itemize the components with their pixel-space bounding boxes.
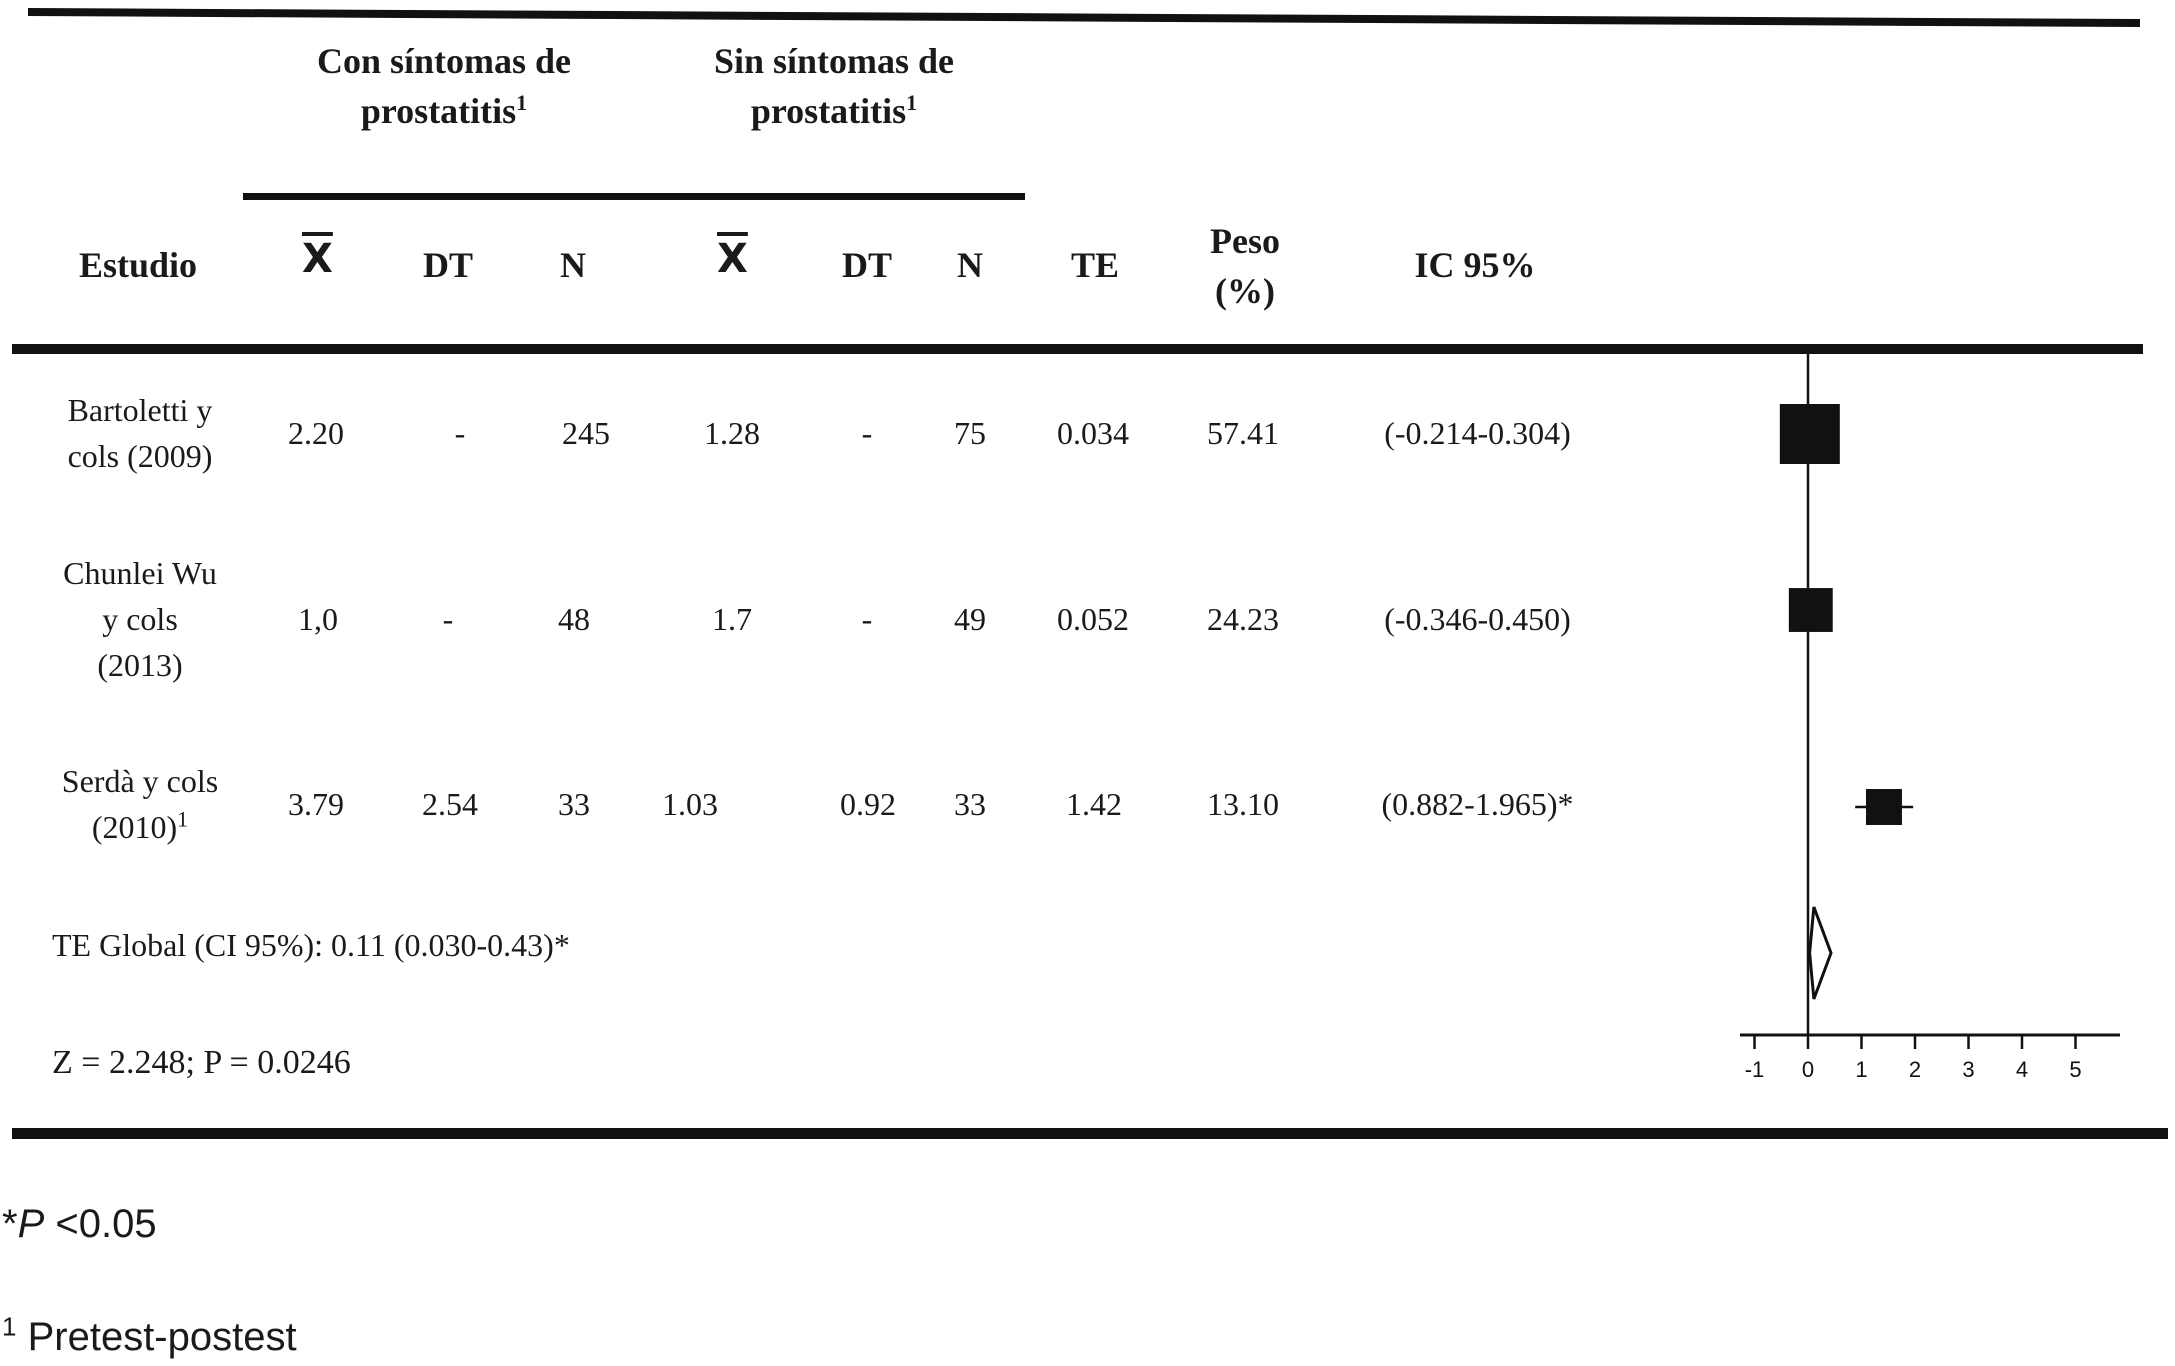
row1-dt2: - [861, 415, 873, 451]
header-bottom-rule [12, 344, 2143, 354]
row2-mean1: 1,0 [298, 601, 338, 637]
row3-study-sup: 1 [177, 806, 189, 832]
group-header-without-symptoms: Sin síntomas de prostatitis1 [630, 36, 1038, 136]
x-tick-label: 3 [1962, 1057, 1974, 1082]
footnote-pretest: 1 Pretest-postest [2, 1311, 297, 1360]
group-header-with-symptoms: Con síntomas de prostatitis1 [240, 36, 648, 136]
row2-te: 0.052 [1057, 601, 1129, 637]
study-effect-square [1788, 588, 1833, 632]
row2-n2: 49 [954, 601, 986, 637]
footnote-pretest-sup: 1 [2, 1311, 17, 1342]
row3-study-line1: Serdà y cols [61, 763, 219, 799]
forest-plot-group: -1 0 1 2 3 4 5 [1740, 350, 2120, 1082]
group-header-without-symptoms-word: prostatitis [750, 91, 907, 131]
study-effect-square [1779, 404, 1840, 464]
row1-study-line2: cols (2009) [67, 438, 213, 474]
row1-n1: 245 [562, 415, 610, 451]
row1-peso: 57.41 [1207, 415, 1279, 451]
row1-te: 0.034 [1057, 415, 1129, 451]
row2-dt1: - [442, 601, 454, 637]
group-header-without-symptoms-sup: 1 [906, 90, 918, 115]
row2-study: Chunlei Wu y cols (2013) [30, 550, 250, 688]
row3-study-line2-text: (2010) [91, 809, 178, 845]
row3-mean2: 1.03 [662, 786, 718, 822]
col-header-n-2: N [957, 245, 983, 285]
col-header-mean-1: X [302, 236, 333, 282]
x-tick-label: 5 [2069, 1057, 2081, 1082]
z-test: Z = 2.248; P = 0.0246 [52, 1044, 351, 1081]
row3-ic: (0.882-1.965)* [1381, 786, 1574, 822]
group-header-with-symptoms-sup: 1 [516, 90, 528, 115]
col-header-ic: IC 95% [1414, 245, 1536, 285]
row2-study-line2: y cols [102, 601, 178, 637]
row3-te: 1.42 [1066, 786, 1122, 822]
group-header-with-symptoms-line1: Con síntomas de [316, 41, 572, 81]
x-tick-label: 0 [1802, 1057, 1814, 1082]
row1-mean2: 1.28 [704, 415, 760, 451]
row1-n2: 75 [954, 415, 986, 451]
group-header-with-symptoms-line2: prostatitis1 [240, 86, 648, 136]
row2-n1: 48 [558, 601, 590, 637]
footnote-star: * [2, 1202, 18, 1246]
row1-study: Bartoletti y cols (2009) [30, 387, 250, 479]
col-header-dt-2: DT [841, 245, 892, 285]
col-header-n-1: N [560, 245, 586, 285]
row2-ic: (-0.346-0.450) [1384, 601, 1571, 637]
col-header-estudio: Estudio [78, 245, 198, 285]
col-header-peso: Peso (%) [1185, 216, 1305, 316]
col-header-mean-2: X [717, 236, 748, 282]
footnote-p-value: *P <0.05 [2, 1202, 157, 1247]
footnote-p-rest: <0.05 [44, 1202, 157, 1246]
footnote-pretest-text: Pretest-postest [16, 1315, 297, 1359]
col-header-dt-1: DT [422, 245, 473, 285]
global-effect: TE Global (CI 95%): 0.11 (0.030-0.43)* [52, 927, 570, 963]
row3-mean1: 3.79 [288, 786, 344, 822]
row2-dt2: - [861, 601, 873, 637]
row1-study-line1: Bartoletti y [67, 392, 213, 428]
row2-study-line3: (2013) [97, 647, 183, 683]
table-bottom-rule [12, 1128, 2168, 1139]
col-header-peso-line1: Peso [1210, 221, 1280, 261]
row3-study-line2: (2010)1 [30, 804, 250, 850]
row3-study: Serdà y cols (2010)1 [30, 758, 250, 850]
row3-n2: 33 [954, 786, 986, 822]
col-header-peso-line2: (%) [1215, 271, 1275, 311]
row1-ic: (-0.214-0.304) [1384, 415, 1571, 451]
study-effect-square [1865, 789, 1902, 825]
x-tick-label: 2 [1909, 1057, 1921, 1082]
row1-mean1: 2.20 [288, 415, 344, 451]
col-header-te: TE [1070, 245, 1120, 285]
x-tick-label: -1 [1745, 1057, 1765, 1082]
row2-peso: 24.23 [1207, 601, 1279, 637]
x-tick-label: 1 [1855, 1057, 1867, 1082]
overall-effect-diamond [1808, 906, 1833, 1000]
row3-dt2: 0.92 [840, 786, 896, 822]
row2-study-line1: Chunlei Wu [63, 555, 217, 591]
footnote-p-italic: P [17, 1202, 45, 1246]
row3-peso: 13.10 [1207, 786, 1279, 822]
row3-dt1: 2.54 [422, 786, 478, 822]
group-header-without-symptoms-line1: Sin síntomas de [713, 41, 955, 81]
row2-mean2: 1.7 [712, 601, 752, 637]
group-header-without-symptoms-line2: prostatitis1 [630, 86, 1038, 136]
group-underline-rule [243, 193, 1025, 200]
x-tick-label: 4 [2016, 1057, 2028, 1082]
row3-n1: 33 [558, 786, 590, 822]
group-header-with-symptoms-word: prostatitis [360, 91, 517, 131]
row1-dt1: - [454, 415, 466, 451]
